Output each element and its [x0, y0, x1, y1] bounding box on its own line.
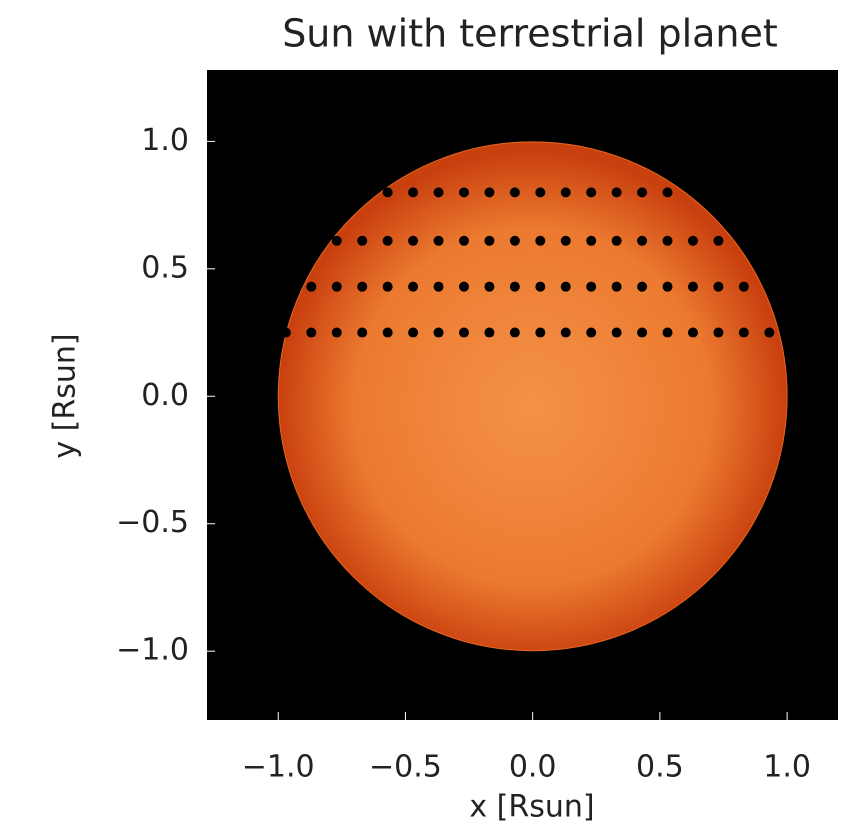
- planet-position: [687, 281, 698, 292]
- planet-position: [408, 281, 419, 292]
- planet-position: [458, 235, 469, 246]
- planet-position: [611, 235, 622, 246]
- planet-position: [662, 235, 673, 246]
- planet-position: [687, 327, 698, 338]
- planet-position: [433, 235, 444, 246]
- planet-position: [764, 327, 775, 338]
- planet-position: [535, 327, 546, 338]
- planet-position: [408, 327, 419, 338]
- planet-position: [713, 281, 724, 292]
- planet-position: [357, 327, 368, 338]
- planet-position: [509, 235, 520, 246]
- planet-position: [357, 281, 368, 292]
- planet-position: [484, 281, 495, 292]
- planet-position: [586, 235, 597, 246]
- planet-position: [458, 187, 469, 198]
- planet-position: [357, 235, 368, 246]
- planet-position: [408, 187, 419, 198]
- planet-position: [637, 327, 648, 338]
- planet-position: [331, 235, 342, 246]
- planet-position: [509, 187, 520, 198]
- planet-position: [331, 281, 342, 292]
- planet-position: [738, 327, 749, 338]
- sun-disk: [277, 141, 788, 652]
- planet-position: [306, 281, 317, 292]
- planet-position: [586, 327, 597, 338]
- planet-position: [535, 187, 546, 198]
- planet-position: [611, 187, 622, 198]
- planet-position: [560, 235, 571, 246]
- planet-position: [586, 187, 597, 198]
- planet-position: [331, 327, 342, 338]
- planet-position: [662, 281, 673, 292]
- planet-position: [611, 327, 622, 338]
- planet-position: [637, 187, 648, 198]
- planet-position: [560, 187, 571, 198]
- planet-position: [662, 327, 673, 338]
- planet-position: [713, 235, 724, 246]
- planet-position: [509, 281, 520, 292]
- planet-position: [560, 281, 571, 292]
- planet-position: [611, 281, 622, 292]
- x-axis-label: x [Rsun]: [469, 790, 594, 825]
- planet-position: [382, 235, 393, 246]
- planet-position: [306, 327, 317, 338]
- planet-position: [458, 327, 469, 338]
- planet-position: [458, 281, 469, 292]
- planet-position: [637, 281, 648, 292]
- planet-position: [535, 235, 546, 246]
- planet-position: [408, 235, 419, 246]
- x-tick-label: −1.0: [242, 750, 315, 785]
- x-tick-label: 0.5: [636, 750, 684, 785]
- planet-position: [484, 327, 495, 338]
- planet-position: [509, 327, 520, 338]
- y-tick-label: 1.0: [141, 123, 189, 158]
- planet-position: [662, 187, 673, 198]
- planet-position: [280, 327, 291, 338]
- planet-position: [433, 327, 444, 338]
- planet-position: [382, 187, 393, 198]
- planet-position: [433, 281, 444, 292]
- y-tick-label: −1.0: [116, 633, 189, 668]
- y-tick-label: −0.5: [116, 505, 189, 540]
- x-tick-label: 0.0: [509, 750, 557, 785]
- x-tick-label: −0.5: [369, 750, 442, 785]
- planet-position: [586, 281, 597, 292]
- planet-position: [433, 187, 444, 198]
- planet-position: [484, 235, 495, 246]
- y-axis-label: y [Rsun]: [48, 333, 83, 458]
- planet-position: [382, 327, 393, 338]
- planet-position: [687, 235, 698, 246]
- planet-position: [484, 187, 495, 198]
- chart-title: Sun with terrestrial planet: [282, 12, 778, 56]
- y-tick-label: 0.5: [141, 250, 189, 285]
- planet-position: [535, 281, 546, 292]
- planet-position: [738, 281, 749, 292]
- x-tick-label: 1.0: [763, 750, 811, 785]
- planet-position: [382, 281, 393, 292]
- y-tick-label: 0.0: [141, 378, 189, 413]
- planet-position: [713, 327, 724, 338]
- planet-position: [560, 327, 571, 338]
- planet-position: [637, 235, 648, 246]
